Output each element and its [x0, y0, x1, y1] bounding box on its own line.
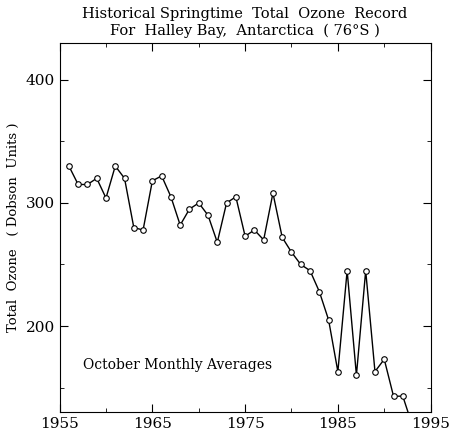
- Title: Historical Springtime  Total  Ozone  Record
For  Halley Bay,  Antarctica  ( 76°S: Historical Springtime Total Ozone Record…: [83, 7, 408, 38]
- Text: October Monthly Averages: October Monthly Averages: [83, 358, 272, 372]
- Y-axis label: Total  Ozone   ( Dobson  Units ): Total Ozone ( Dobson Units ): [7, 123, 20, 332]
